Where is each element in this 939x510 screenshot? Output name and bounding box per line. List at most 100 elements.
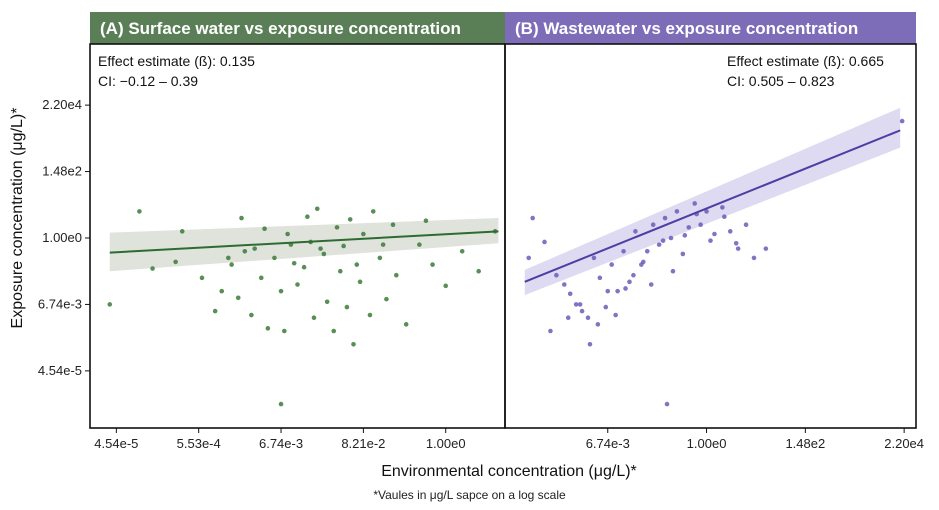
- confidence-band: [524, 107, 901, 296]
- data-point: [324, 299, 330, 305]
- panel-title-bar: [505, 12, 916, 44]
- data-point: [548, 328, 553, 334]
- data-point: [235, 295, 241, 301]
- data-point: [249, 312, 254, 318]
- confidence-band: [109, 218, 499, 272]
- data-point: [344, 304, 350, 310]
- data-point: [252, 246, 257, 251]
- data-point: [686, 225, 692, 230]
- data-point: [573, 302, 579, 307]
- data-point: [341, 243, 346, 249]
- data-point: [605, 288, 611, 294]
- data-point: [698, 222, 703, 228]
- x-tick-label: 5.53e-4: [177, 436, 221, 451]
- data-point: [743, 222, 749, 228]
- data-point: [633, 229, 638, 234]
- data-point: [567, 291, 573, 297]
- regression-line: [524, 129, 901, 283]
- data-point: [282, 328, 287, 334]
- data-point: [258, 275, 264, 281]
- data-point: [704, 209, 709, 214]
- data-point: [708, 238, 713, 243]
- data-point: [627, 279, 632, 285]
- data-point: [662, 215, 668, 221]
- data-point: [751, 255, 757, 261]
- data-point: [899, 118, 905, 124]
- data-point: [565, 315, 571, 321]
- points-group: [526, 118, 905, 407]
- data-point: [680, 251, 686, 257]
- data-point: [394, 272, 399, 278]
- data-point: [239, 215, 244, 221]
- panel-a-surface-water: (A) Surface water vs exposure concentrat…: [38, 12, 506, 451]
- data-point: [720, 205, 725, 210]
- data-point: [423, 218, 429, 224]
- data-point: [430, 262, 435, 267]
- ci-label: CI: 0.505 – 0.823: [727, 73, 835, 89]
- y-axis-label: Exposure concentration (μg/L)*: [9, 108, 26, 329]
- data-point: [107, 302, 113, 307]
- data-point: [242, 248, 248, 254]
- data-point: [334, 225, 340, 230]
- data-point: [351, 341, 356, 347]
- data-point: [380, 242, 386, 247]
- data-point: [179, 229, 185, 234]
- data-point: [613, 312, 618, 318]
- data-point: [272, 255, 277, 261]
- data-point: [722, 214, 727, 220]
- data-point: [318, 246, 323, 251]
- data-point: [311, 315, 317, 321]
- data-point: [476, 268, 481, 274]
- data-point: [361, 231, 366, 237]
- data-point: [692, 201, 697, 206]
- data-point: [621, 248, 626, 254]
- data-point: [615, 288, 620, 294]
- data-point: [338, 268, 343, 274]
- data-point: [554, 272, 559, 278]
- x-tick-label: 1.00e0: [426, 436, 466, 451]
- data-point: [390, 222, 396, 228]
- data-point: [561, 282, 567, 287]
- data-point: [641, 259, 646, 265]
- x-tick-label: 1.00e0: [687, 436, 727, 451]
- x-tick-label: 6.74e-3: [259, 436, 303, 451]
- data-point: [631, 272, 636, 278]
- data-point: [763, 246, 769, 251]
- x-axis-label: Environmental concentration (μg/L)*: [381, 463, 637, 480]
- data-point: [377, 255, 383, 261]
- y-tick-label: 4.54e-5: [38, 363, 82, 378]
- data-point: [295, 282, 300, 287]
- data-point: [291, 260, 297, 266]
- effect-estimate-label: Effect estimate (ß): 0.135: [98, 53, 255, 69]
- data-point: [735, 246, 741, 251]
- data-point: [354, 262, 360, 267]
- data-point: [403, 322, 409, 327]
- data-point: [609, 262, 615, 267]
- data-point: [173, 259, 178, 265]
- data-point: [305, 214, 310, 220]
- data-point: [660, 238, 666, 243]
- data-point: [331, 328, 337, 334]
- data-point: [712, 231, 717, 237]
- data-point: [648, 282, 654, 287]
- data-point: [265, 326, 271, 331]
- x-tick-label: 8.21e-2: [341, 436, 385, 451]
- data-point: [384, 296, 389, 302]
- data-point: [347, 217, 353, 222]
- data-point: [670, 268, 676, 274]
- data-point: [301, 264, 307, 270]
- data-point: [137, 209, 142, 214]
- x-tick-label: 6.74e-3: [586, 436, 630, 451]
- panel-b-wastewater: (B) Wastewater vs exposure concentration…: [504, 12, 924, 451]
- footnote: *Vaules in μg/L sapce on a log scale: [373, 488, 566, 502]
- data-point: [727, 229, 733, 234]
- data-point: [674, 209, 680, 214]
- data-point: [370, 209, 376, 214]
- data-point: [417, 242, 422, 247]
- data-point: [656, 242, 662, 247]
- data-point: [664, 401, 670, 407]
- data-point: [357, 279, 363, 285]
- effect-estimate-label: Effect estimate (ß): 0.665: [727, 53, 884, 69]
- data-point: [623, 286, 628, 291]
